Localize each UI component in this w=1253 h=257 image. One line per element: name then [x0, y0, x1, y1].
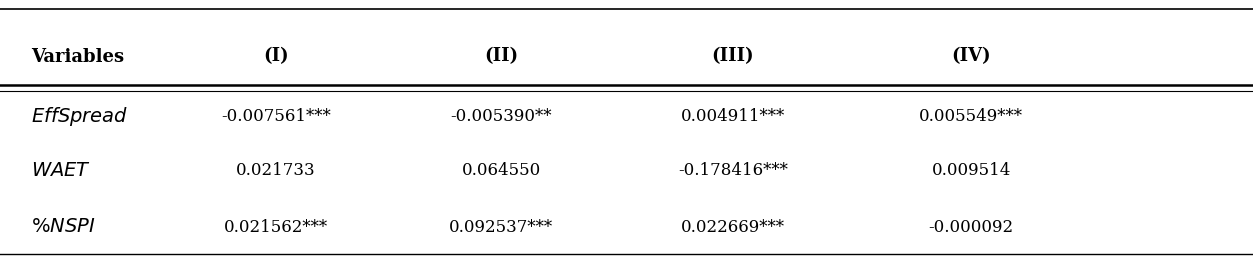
Text: -0.178416***: -0.178416*** — [678, 162, 788, 179]
Text: 0.022669***: 0.022669*** — [680, 219, 786, 236]
Text: 0.004911***: 0.004911*** — [680, 108, 786, 125]
Text: $\mathit{EffSpread}$: $\mathit{EffSpread}$ — [31, 105, 129, 128]
Text: -0.005390**: -0.005390** — [450, 108, 553, 125]
Text: (IV): (IV) — [951, 48, 991, 66]
Text: -0.007561***: -0.007561*** — [221, 108, 331, 125]
Text: 0.064550: 0.064550 — [461, 162, 541, 179]
Text: $\mathit{\%NSPI}$: $\mathit{\%NSPI}$ — [31, 218, 95, 236]
Text: 0.021562***: 0.021562*** — [223, 219, 328, 236]
Text: -0.000092: -0.000092 — [928, 219, 1014, 236]
Text: 0.009514: 0.009514 — [931, 162, 1011, 179]
Text: Variables: Variables — [31, 48, 124, 66]
Text: 0.092537***: 0.092537*** — [449, 219, 554, 236]
Text: (II): (II) — [484, 48, 519, 66]
Text: (I): (I) — [263, 48, 288, 66]
Text: 0.005549***: 0.005549*** — [918, 108, 1024, 125]
Text: $\mathit{WAET}$: $\mathit{WAET}$ — [31, 162, 91, 180]
Text: (III): (III) — [712, 48, 754, 66]
Text: 0.021733: 0.021733 — [236, 162, 316, 179]
